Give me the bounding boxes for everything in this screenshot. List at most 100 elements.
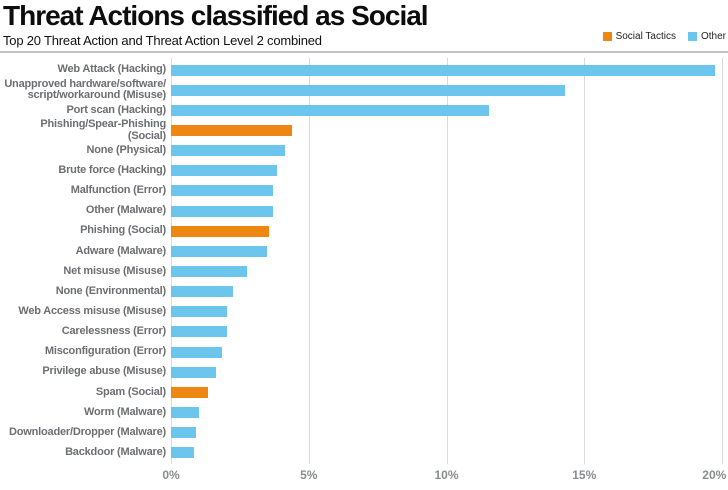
bar-row: Phishing/Spear-Phishing (Social) — [0, 118, 728, 142]
bar-row: Net misuse (Misuse) — [0, 261, 728, 281]
bar — [171, 64, 716, 76]
category-label: Spam (Social) — [95, 385, 166, 398]
x-tick-label: 10% — [434, 468, 459, 482]
other-swatch-icon — [687, 32, 697, 41]
bar-track — [171, 346, 722, 358]
bar-row: Web Access misuse (Misuse) — [0, 302, 728, 322]
bar — [171, 185, 273, 197]
category-label: Unapproved hardware/software/ script/wor… — [4, 77, 166, 102]
bar-row: Other (Malware) — [0, 201, 728, 221]
bar-row: Worm (Malware) — [0, 402, 728, 422]
bar-track — [171, 124, 722, 136]
page-title: Threat Actions classified as Social — [3, 0, 429, 31]
x-axis: 0% 5% 10% 15% 20% — [0, 468, 728, 484]
legend-item-social-tactics: Social Tactics — [602, 31, 676, 42]
category-label: Other (Malware) — [85, 204, 166, 217]
bar-track — [171, 104, 722, 116]
bar-row: None (Physical) — [0, 141, 728, 161]
bar — [171, 406, 199, 418]
page-subtitle: Top 20 Threat Action and Threat Action L… — [3, 33, 322, 48]
bar — [171, 447, 195, 459]
gridline — [171, 58, 172, 464]
bar-track — [171, 447, 722, 459]
bar-row: Misconfiguration (Error) — [0, 342, 728, 362]
bar — [171, 427, 196, 439]
bar — [171, 306, 228, 318]
category-label: Phishing (Social) — [80, 224, 166, 237]
bar-track — [171, 225, 722, 237]
bar-track — [171, 64, 722, 76]
bar-track — [171, 165, 722, 177]
gridline — [308, 58, 310, 464]
bar — [171, 165, 278, 177]
category-label: Net misuse (Misuse) — [63, 264, 166, 277]
bar-row: Phishing (Social) — [0, 221, 728, 241]
gridline — [584, 58, 586, 464]
bar-row: Malfunction (Error) — [0, 181, 728, 201]
bar-row: Unapproved hardware/software/ script/wor… — [0, 77, 728, 102]
category-label: Brute force (Hacking) — [58, 164, 166, 177]
bar — [171, 84, 565, 96]
category-label: Downloader/Dropper (Malware) — [9, 425, 166, 438]
bar-track — [171, 185, 722, 197]
x-tick-label: 5% — [300, 468, 318, 482]
bar-row: Downloader/Dropper (Malware) — [0, 423, 728, 443]
category-label: Misconfiguration (Error) — [44, 345, 166, 358]
bar — [171, 124, 293, 136]
bar-track — [171, 386, 722, 398]
chart-legend: Social Tactics Other — [602, 31, 726, 42]
bar-track — [171, 245, 722, 257]
category-label: None (Physical) — [86, 143, 166, 156]
bar — [171, 245, 268, 257]
bar-track — [171, 366, 722, 378]
bar-row: Web Attack (Hacking) — [0, 60, 728, 80]
bar — [171, 386, 209, 398]
category-label: Worm (Malware) — [84, 405, 166, 418]
bar — [171, 104, 490, 116]
category-label: Adware (Malware) — [75, 244, 167, 257]
bar-row: Port scan (Hacking) — [0, 100, 728, 120]
bar — [171, 145, 286, 157]
gridline — [722, 58, 723, 464]
bar-track — [171, 286, 722, 298]
bar-track — [171, 306, 722, 318]
bar-track — [171, 145, 722, 157]
category-label: Phishing/Spear-Phishing (Social) — [40, 118, 166, 142]
legend-label: Social Tactics — [615, 31, 676, 42]
bar-row: None (Environmental) — [0, 282, 728, 302]
bar-row: Spam (Social) — [0, 382, 728, 402]
bar-track — [171, 427, 722, 439]
bar — [171, 366, 217, 378]
bar — [171, 286, 233, 298]
x-tick-label: 15% — [572, 468, 597, 482]
bar-track — [171, 265, 722, 277]
bar — [171, 225, 269, 237]
bar — [171, 205, 273, 217]
bar-row: Adware (Malware) — [0, 241, 728, 261]
category-label: Backdoor (Malware) — [65, 445, 166, 458]
bar — [171, 265, 247, 277]
legend-item-other: Other — [687, 31, 726, 42]
category-label: Privilege abuse (Misuse) — [42, 365, 166, 378]
bar-track — [171, 84, 722, 96]
bar-rows-container: Web Attack (Hacking) Unapproved hardware… — [0, 60, 728, 463]
category-label: None (Environmental) — [55, 284, 166, 297]
bar — [171, 346, 222, 358]
bar — [171, 326, 228, 338]
category-label: Malfunction (Error) — [70, 184, 166, 197]
bar-row: Backdoor (Malware) — [0, 443, 728, 463]
x-tick-label: 20% — [702, 468, 727, 482]
bar-row: Brute force (Hacking) — [0, 161, 728, 181]
gridline — [446, 58, 448, 464]
legend-label: Other — [700, 31, 726, 42]
social-tactics-swatch-icon — [602, 32, 612, 41]
plot-gridlines — [171, 58, 723, 464]
bar-track — [171, 205, 722, 217]
x-tick-label: 0% — [162, 468, 180, 482]
bar-track — [171, 406, 722, 418]
header-divider — [0, 51, 728, 53]
bar-row: Carelessness (Error) — [0, 322, 728, 342]
category-label: Web Attack (Hacking) — [57, 63, 167, 76]
category-label: Port scan (Hacking) — [66, 103, 166, 116]
